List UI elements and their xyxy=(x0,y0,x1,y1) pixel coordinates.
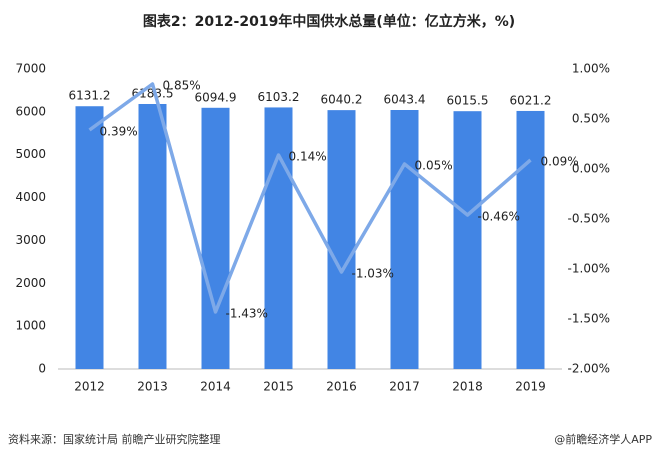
line-value-label: 0.85% xyxy=(163,79,201,93)
y2-tick-label: -2.00% xyxy=(568,362,610,376)
bar xyxy=(138,103,167,369)
x-tick-label: 2017 xyxy=(389,380,420,394)
x-tick-label: 2016 xyxy=(326,380,357,394)
y2-tick-label: -1.00% xyxy=(568,262,610,276)
y-tick-label: 7000 xyxy=(15,62,46,76)
x-tick-label: 2015 xyxy=(263,380,294,394)
line-value-label: 0.05% xyxy=(415,159,453,173)
bar-value-label: 6094.9 xyxy=(195,90,237,104)
bar-value-label: 6040.2 xyxy=(321,93,363,107)
y2-tick-label: 1.00% xyxy=(572,62,610,76)
bar-value-label: 6043.4 xyxy=(384,92,426,106)
y-tick-label: 1000 xyxy=(15,319,46,333)
line-value-label: 0.09% xyxy=(541,155,579,169)
line-value-label: 0.39% xyxy=(100,125,138,139)
line xyxy=(88,82,532,314)
x-tick-label: 2013 xyxy=(137,380,168,394)
line-value-label: -0.46% xyxy=(478,210,520,224)
source: 资料来源：国家统计局 前瞻产业研究院整理 xyxy=(8,432,221,446)
y-tick-label: 5000 xyxy=(15,147,46,161)
y-tick-label: 2000 xyxy=(15,276,46,290)
bar-value-label: 6103.2 xyxy=(258,90,300,104)
y2-tick-label: -1.50% xyxy=(568,312,610,326)
y2-tick-label: 0.00% xyxy=(572,162,610,176)
bar xyxy=(327,110,356,370)
credit: @前瞻经济学人APP xyxy=(554,432,652,446)
bar-value-label: 6131.2 xyxy=(69,89,111,103)
y2-tick-label: -0.50% xyxy=(568,212,610,226)
y-tick-label: 6000 xyxy=(15,104,46,118)
y-tick-label: 0 xyxy=(38,362,46,376)
x-tick-label: 2019 xyxy=(515,380,546,394)
y2-tick-label: 0.50% xyxy=(572,112,610,126)
y-tick-label: 3000 xyxy=(15,233,46,247)
line-value-label: -1.43% xyxy=(226,307,268,321)
bar-value-label: 6021.2 xyxy=(510,93,552,107)
bar xyxy=(516,110,545,369)
chart-title: 图表2：2012-2019年中国供水总量(单位：亿立方米，%) xyxy=(143,13,515,30)
y-tick-label: 4000 xyxy=(15,190,46,204)
bar xyxy=(75,106,104,369)
bar xyxy=(201,107,230,369)
x-tick-label: 2012 xyxy=(74,380,105,394)
line-value-label: 0.14% xyxy=(289,150,327,164)
x-tick-label: 2014 xyxy=(200,380,231,394)
bar xyxy=(453,111,482,369)
bar xyxy=(264,107,293,369)
bar xyxy=(390,109,419,370)
bar-value-label: 6015.5 xyxy=(447,94,489,108)
x-tick-label: 2018 xyxy=(452,380,483,394)
line-value-label: -1.03% xyxy=(352,267,394,281)
